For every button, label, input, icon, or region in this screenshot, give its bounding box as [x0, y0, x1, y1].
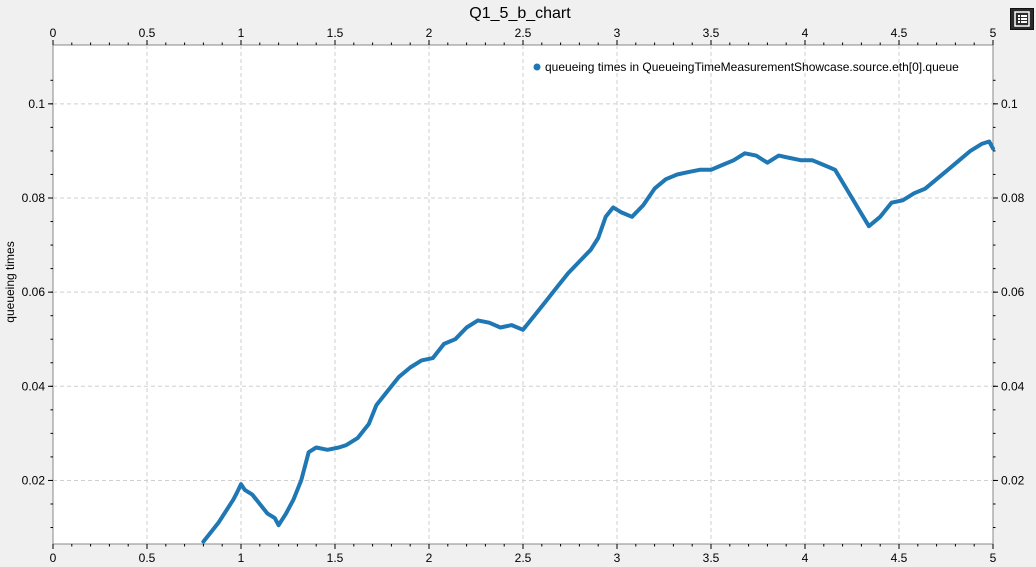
y-tick-label-right: 0.06 — [1001, 285, 1025, 299]
y-tick-label-left: 0.08 — [22, 191, 46, 205]
series-line — [201, 139, 995, 544]
grid — [53, 45, 993, 544]
y-tick-label-left: 0.1 — [28, 97, 45, 111]
x-tick-label-top: 5 — [990, 26, 997, 40]
x-tick-label-bottom: 3 — [614, 551, 621, 565]
y-tick-label-right: 0.02 — [1001, 473, 1025, 487]
x-tick-label-bottom: 1.5 — [327, 551, 344, 565]
x-tick-label-bottom: 0 — [50, 551, 57, 565]
legend: queueing times in QueueingTimeMeasuremen… — [533, 60, 959, 74]
legend-toggle-button[interactable] — [1010, 8, 1034, 30]
x-tick-label-top: 2 — [426, 26, 433, 40]
y-tick-label-right: 0.1 — [1001, 97, 1018, 111]
x-tick-label-bottom: 5 — [990, 551, 997, 565]
x-tick-label-bottom: 3.5 — [703, 551, 720, 565]
x-tick-label-top: 4 — [802, 26, 809, 40]
x-tick-label-top: 1.5 — [327, 26, 344, 40]
list-icon — [1014, 11, 1030, 27]
y-tick-label-right: 0.04 — [1001, 379, 1025, 393]
legend-label: queueing times in QueueingTimeMeasuremen… — [545, 60, 959, 74]
x-tick-label-top: 1 — [238, 26, 245, 40]
x-tick-label-bottom: 2 — [426, 551, 433, 565]
x-tick-label-bottom: 4.5 — [891, 551, 908, 565]
x-tick-label-top: 2.5 — [515, 26, 532, 40]
plot-area — [52, 44, 994, 545]
y-tick-label-right: 0.08 — [1001, 191, 1025, 205]
x-tick-label-bottom: 0.5 — [139, 551, 156, 565]
x-tick-label-top: 4.5 — [891, 26, 908, 40]
x-tick-label-bottom: 2.5 — [515, 551, 532, 565]
x-tick-label-top: 0.5 — [139, 26, 156, 40]
series-layer — [201, 139, 995, 544]
axes: 0 0 0.5 0.5 1 1 1.5 1.5 2 2 2.5 2.5 3 3 3.5 3.5 4 4 4.5 4.5… — [22, 26, 1025, 565]
y-tick-label-left: 0.04 — [22, 379, 46, 393]
legend-marker — [533, 63, 541, 71]
y-tick-label-left: 0.06 — [22, 285, 46, 299]
x-tick-label-top: 3.5 — [703, 26, 720, 40]
y-axis-label: queueing times — [3, 241, 17, 322]
chart-title: Q1_5_b_chart — [469, 5, 571, 22]
x-tick-label-top: 3 — [614, 26, 621, 40]
x-tick-label-top: 0 — [50, 26, 57, 40]
y-tick-label-left: 0.02 — [22, 473, 46, 487]
x-tick-label-bottom: 4 — [802, 551, 809, 565]
x-tick-label-bottom: 1 — [238, 551, 245, 565]
